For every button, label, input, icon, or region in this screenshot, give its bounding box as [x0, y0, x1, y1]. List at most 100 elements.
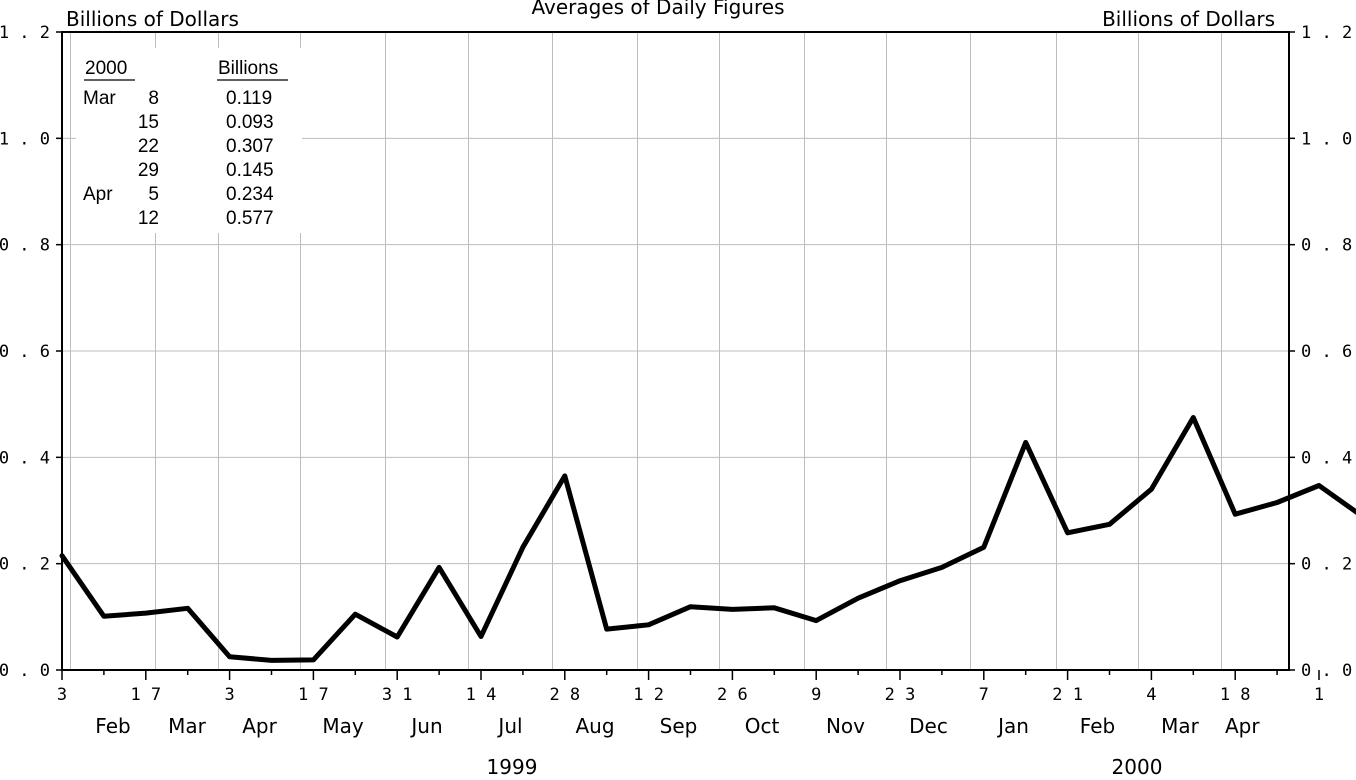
data-point	[1234, 513, 1236, 515]
axis-ticks	[56, 31, 1320, 680]
x-tick-label: 1 7	[298, 685, 329, 705]
data-point	[941, 566, 943, 568]
x-tick-label: 9	[811, 685, 821, 705]
x-tick-label: 1 7	[130, 685, 161, 705]
inset-row-value: 0.234	[226, 184, 274, 205]
data-point	[689, 606, 692, 608]
x-tick-label: 3	[224, 685, 234, 705]
data-point	[773, 607, 775, 609]
data-point	[1150, 488, 1152, 490]
data-point	[1108, 523, 1111, 525]
data-point	[1067, 532, 1069, 534]
data-point	[438, 566, 440, 568]
series-layer	[59, 415, 1356, 663]
month-label: Feb	[95, 714, 130, 738]
y-axis-label-right: Billions of Dollars	[1102, 7, 1275, 31]
data-point	[522, 546, 524, 548]
y-tick-label-right: 1 . 2	[1301, 23, 1352, 43]
y-tick-label-right: 0 . 0	[1301, 661, 1352, 681]
inset-row-value: 0.145	[226, 160, 274, 181]
y-tick-label-right: 1 . 0	[1301, 129, 1352, 149]
month-label: Feb	[1080, 714, 1115, 738]
y-tick-label-left: 0 . 6	[0, 342, 50, 362]
inset-row-day: 8	[148, 88, 159, 109]
y-tick-label-left: 0 . 2	[0, 555, 50, 575]
x-tick-label: 1	[1314, 685, 1324, 705]
x-tick-label: 1 4	[466, 685, 497, 705]
data-point	[1276, 501, 1278, 504]
x-tick-label: 4	[1146, 685, 1156, 705]
inset-row-month: Mar	[83, 88, 116, 109]
inset-row-day: 5	[148, 184, 159, 205]
y-axis-label-left: Billions of Dollars	[66, 7, 239, 31]
data-point	[815, 619, 817, 622]
data-point	[145, 612, 147, 614]
data-point	[103, 615, 105, 617]
month-label: Aug	[575, 714, 614, 738]
month-label: Apr	[242, 714, 277, 738]
month-label: Dec	[909, 714, 948, 738]
inset-header-year: 2000	[85, 58, 127, 79]
x-tick-label: 3 1	[382, 685, 413, 705]
month-label: Jan	[996, 714, 1029, 738]
chart-title: Averages of Daily Figures	[532, 0, 785, 19]
series-line	[59, 415, 1356, 663]
month-label: Jul	[496, 714, 522, 738]
inset-row-day: 22	[138, 136, 159, 157]
grid-lines	[62, 32, 1289, 670]
data-point	[731, 608, 734, 610]
x-tick-label: 1 8	[1220, 685, 1251, 705]
data-point	[983, 546, 985, 548]
y-tick-label-right: 0 . 2	[1301, 555, 1352, 575]
y-tick-label-left: 0 . 4	[0, 448, 50, 468]
inset-row-value: 0.093	[226, 112, 274, 133]
month-label: Apr	[1225, 714, 1260, 738]
data-point	[648, 624, 650, 626]
inset-row-day: 29	[138, 160, 159, 181]
y-tick-labels: 0 . 0 0 . 0 0 . 2 0 . 2 0 . 4 0 . 4 0 . 6 0 . 6…	[0, 23, 1352, 681]
month-label: Mar	[168, 714, 207, 738]
y-tick-label-right: 0 . 4	[1301, 448, 1352, 468]
data-point	[1192, 416, 1194, 419]
data-point	[1025, 441, 1027, 444]
month-label: Nov	[826, 714, 865, 738]
data-point	[312, 659, 314, 661]
data-point	[1318, 484, 1320, 487]
data-point	[564, 475, 566, 477]
inset-row-month: Apr	[83, 184, 113, 205]
x-tick-label: 2 1	[1052, 685, 1083, 705]
month-labels: Feb Mar Apr May Jun Jul Aug Sep Oct Nov Dec Jan Feb M…	[95, 714, 1260, 738]
month-label: Oct	[745, 714, 780, 738]
year-label-2000: 2000	[1112, 755, 1163, 779]
inset-row-day: 12	[138, 208, 159, 229]
y-tick-label-right: 0 . 8	[1301, 236, 1352, 256]
x-tick-label: 3	[57, 685, 67, 705]
inset-table: 2000 Billions Mar 8 0.119 15 0.093 22 0.307 29 0…	[76, 48, 302, 233]
month-label: Mar	[1161, 714, 1200, 738]
data-point	[187, 607, 189, 609]
x-tick-label: 2 3	[885, 685, 916, 705]
data-point	[480, 635, 482, 638]
inset-row-value: 0.119	[226, 88, 272, 109]
x-tick-label: 2 8	[549, 685, 580, 705]
x-tick-label: 7	[979, 685, 989, 705]
x-tick-label: 2 6	[717, 685, 748, 705]
inset-rows: Mar 8 0.119 15 0.093 22 0.307 29 0.145 Apr 5 0.234 1…	[83, 88, 274, 229]
month-label: Jun	[409, 714, 442, 738]
y-tick-label-right: 0 . 6	[1301, 342, 1352, 362]
data-point	[396, 636, 398, 638]
inset-row-value: 0.577	[226, 208, 274, 229]
x-tick-labels: 31 731 73 11 42 81 22 692 372 141 811 52…	[57, 685, 1324, 705]
month-label: May	[322, 714, 364, 738]
inset-background	[76, 48, 302, 233]
month-label: Sep	[660, 714, 698, 738]
y-tick-label-left: 1 . 2	[0, 23, 50, 43]
y-tick-label-left: 1 . 0	[0, 129, 50, 149]
data-point	[606, 628, 608, 630]
data-point	[61, 555, 63, 557]
data-point	[354, 613, 356, 615]
y-tick-label-left: 0 . 0	[0, 661, 50, 681]
x-tick-label: 1 2	[633, 685, 664, 705]
inset-row-day: 15	[138, 112, 159, 133]
